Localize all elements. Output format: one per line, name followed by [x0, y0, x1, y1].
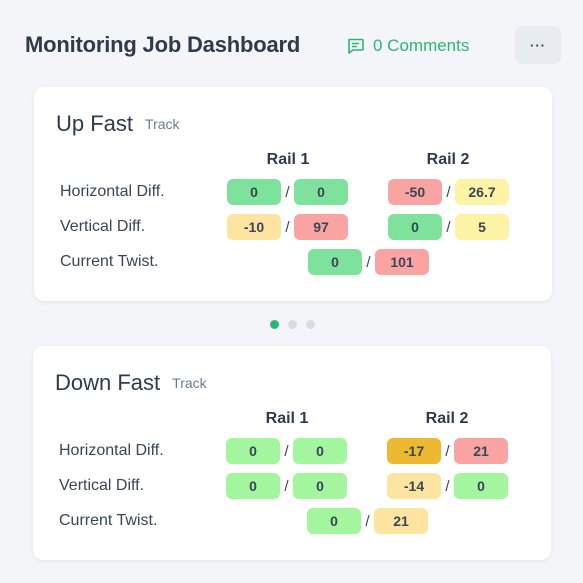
rail-1-vertical-pair: 0 / 0 — [226, 473, 347, 499]
card-title: Up Fast Track — [56, 111, 180, 137]
twist-pair: 0 / 101 — [308, 249, 429, 275]
row-label-vertical: Vertical Diff. — [60, 218, 146, 235]
value-pill: -17 — [387, 438, 441, 464]
card-subtitle: Track — [172, 375, 207, 391]
value-pill: -10 — [227, 214, 281, 240]
value-pill: 0 — [388, 214, 442, 240]
more-icon: ··· — [530, 37, 546, 53]
value-pill: 0 — [226, 438, 280, 464]
rail-1-horizontal-pair: 0 / 0 — [226, 438, 347, 464]
row-label-horizontal: Horizontal Diff. — [59, 442, 164, 459]
twist-pair: 0 / 21 — [307, 508, 428, 534]
rail-2-horizontal-pair: -17 / 21 — [387, 438, 508, 464]
pagination-dots — [270, 320, 315, 329]
value-pill: 101 — [375, 249, 429, 275]
value-pill: -50 — [388, 179, 442, 205]
header: Monitoring Job Dashboard 0 Comments ··· — [25, 26, 561, 66]
separator: / — [284, 442, 289, 460]
comment-icon — [347, 38, 364, 54]
pagination-dot-3[interactable] — [306, 320, 315, 329]
up-fast-card: Up Fast Track Rail 1 Rail 2 Horizontal Di… — [34, 87, 552, 301]
row-label-horizontal: Horizontal Diff. — [60, 183, 165, 200]
row-label-twist: Current Twist. — [59, 512, 158, 529]
separator: / — [365, 512, 370, 530]
pagination-dot-1[interactable] — [270, 320, 279, 329]
rail-1-horizontal-pair: 0 / 0 — [227, 179, 348, 205]
rail-1-header: Rail 1 — [265, 410, 309, 427]
row-label-twist: Current Twist. — [60, 253, 159, 270]
separator: / — [366, 253, 371, 271]
more-options-button[interactable]: ··· — [515, 26, 561, 64]
value-pill: 0 — [226, 473, 280, 499]
card-subtitle: Track — [145, 116, 180, 132]
value-pill: 0 — [293, 473, 347, 499]
page-title: Monitoring Job Dashboard — [25, 32, 301, 57]
value-pill: 0 — [454, 473, 508, 499]
value-pill: 5 — [455, 214, 509, 240]
value-pill: 0 — [227, 179, 281, 205]
separator: / — [285, 218, 290, 236]
separator: / — [445, 442, 450, 460]
separator: / — [285, 183, 290, 201]
card-title-text: Up Fast — [56, 111, 134, 136]
value-pill: 0 — [307, 508, 361, 534]
value-pill: 0 — [308, 249, 362, 275]
rail-2-horizontal-pair: -50 / 26.7 — [388, 179, 509, 205]
value-pill: 97 — [294, 214, 348, 240]
down-fast-card: Down Fast Track Rail 1 Rail 2 Horizontal … — [33, 346, 551, 560]
rail-2-header: Rail 2 — [425, 410, 469, 427]
card-title: Down Fast Track — [55, 370, 207, 396]
rail-2-vertical-pair: 0 / 5 — [388, 214, 509, 240]
comments-link[interactable]: 0 Comments — [347, 36, 469, 56]
separator: / — [284, 477, 289, 495]
rail-2-vertical-pair: -14 / 0 — [387, 473, 508, 499]
pagination-dot-2[interactable] — [288, 320, 297, 329]
separator: / — [445, 477, 450, 495]
separator: / — [446, 183, 451, 201]
value-pill: 0 — [294, 179, 348, 205]
value-pill: 21 — [454, 438, 508, 464]
card-title-text: Down Fast — [55, 370, 161, 395]
rail-2-header: Rail 2 — [426, 151, 470, 168]
separator: / — [446, 218, 451, 236]
value-pill: 26.7 — [455, 179, 509, 205]
comments-label: 0 Comments — [373, 36, 470, 55]
value-pill: -14 — [387, 473, 441, 499]
rail-1-vertical-pair: -10 / 97 — [227, 214, 348, 240]
rail-1-header: Rail 1 — [266, 151, 310, 168]
value-pill: 21 — [374, 508, 428, 534]
value-pill: 0 — [293, 438, 347, 464]
row-label-vertical: Vertical Diff. — [59, 477, 145, 494]
